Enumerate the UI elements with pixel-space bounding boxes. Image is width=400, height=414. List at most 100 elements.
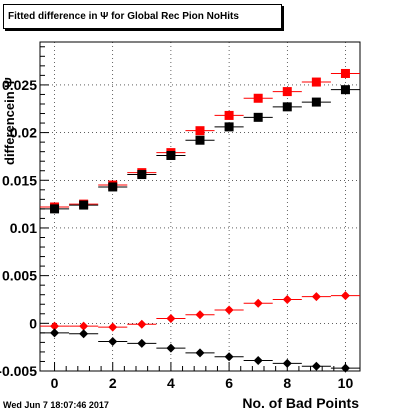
diamond-marker xyxy=(79,321,89,331)
x-tick-label: 4 xyxy=(167,375,175,391)
data-points xyxy=(40,68,360,373)
square-marker xyxy=(282,102,292,112)
data-point xyxy=(127,170,157,180)
data-point xyxy=(214,122,244,132)
square-marker xyxy=(253,93,263,103)
square-marker xyxy=(79,200,89,210)
diamond-marker xyxy=(195,348,205,358)
diamond-marker xyxy=(166,314,176,324)
diamond-marker xyxy=(137,338,147,348)
data-point xyxy=(40,321,70,331)
data-point xyxy=(243,356,273,366)
diamond-marker xyxy=(253,356,263,366)
data-point xyxy=(156,343,186,353)
diamond-marker xyxy=(108,336,118,346)
square-marker xyxy=(137,170,147,180)
data-point xyxy=(330,291,360,301)
data-point xyxy=(98,336,128,346)
square-marker xyxy=(224,122,234,132)
data-point xyxy=(243,298,273,308)
x-tick-label: 6 xyxy=(225,375,233,391)
diamond-marker xyxy=(137,319,147,329)
data-point xyxy=(243,112,273,122)
timestamp: Wed Jun 7 18:07:46 2017 xyxy=(3,400,109,410)
data-point xyxy=(98,182,128,192)
data-point xyxy=(272,102,302,112)
x-axis-title: No. of Bad Points xyxy=(242,395,359,411)
data-point xyxy=(301,361,331,371)
diamond-marker xyxy=(166,343,176,353)
y-tick-label: 0.025 xyxy=(2,77,37,93)
square-marker xyxy=(311,77,321,87)
y-tick-label: -0.005 xyxy=(0,363,37,379)
title-box: Fitted difference in Ψ for Global Rec Pi… xyxy=(3,4,282,29)
y-tick-label: 0.02 xyxy=(10,125,37,141)
diamond-marker xyxy=(79,329,89,339)
data-point xyxy=(272,358,302,368)
data-point xyxy=(69,200,99,210)
square-marker xyxy=(195,135,205,145)
data-point xyxy=(185,135,215,145)
diamond-marker xyxy=(224,352,234,362)
data-point xyxy=(127,338,157,348)
data-point xyxy=(156,314,186,324)
diamond-marker xyxy=(253,298,263,308)
diamond-marker xyxy=(224,305,234,315)
diamond-marker xyxy=(50,321,60,331)
diamond-marker xyxy=(195,310,205,320)
data-point xyxy=(40,328,70,338)
data-point xyxy=(301,77,331,87)
data-point xyxy=(185,348,215,358)
data-point xyxy=(156,150,186,160)
x-tick-label: 2 xyxy=(109,375,117,391)
diamond-marker xyxy=(311,292,321,302)
data-point xyxy=(185,310,215,320)
data-point xyxy=(301,97,331,107)
diamond-marker xyxy=(50,328,60,338)
data-point xyxy=(98,322,128,332)
square-marker xyxy=(282,87,292,97)
data-point xyxy=(214,305,244,315)
data-point xyxy=(330,85,360,95)
data-point xyxy=(301,292,331,302)
y-axis-title: differencein Ψ xyxy=(2,77,17,165)
diamond-marker xyxy=(108,322,118,332)
chart-title: Fitted difference in Ψ for Global Rec Pi… xyxy=(8,11,239,22)
axis-ticks xyxy=(40,46,346,372)
y-tick-label: 0.01 xyxy=(10,220,37,236)
data-point xyxy=(272,87,302,97)
x-tick-labels: 0 2 4 6 8 10 xyxy=(51,375,354,391)
square-marker xyxy=(195,126,205,136)
square-marker xyxy=(340,68,350,78)
diamond-marker xyxy=(340,291,350,301)
square-marker xyxy=(166,150,176,160)
data-point xyxy=(69,329,99,339)
data-point xyxy=(40,204,70,214)
y-tick-label: 0.015 xyxy=(2,172,37,188)
data-point xyxy=(330,68,360,78)
data-point xyxy=(214,352,244,362)
diamond-marker xyxy=(340,363,350,373)
data-point xyxy=(127,319,157,329)
data-point xyxy=(243,93,273,103)
y-tick-label: 0 xyxy=(29,315,37,331)
square-marker xyxy=(311,97,321,107)
x-tick-label: 0 xyxy=(51,375,59,391)
data-point xyxy=(330,363,360,373)
y-tick-labels: -0.005 0 0.005 0.01 0.015 0.02 0.025 xyxy=(0,77,37,379)
diamond-marker xyxy=(282,294,292,304)
diamond-marker xyxy=(311,361,321,371)
square-marker xyxy=(50,204,60,214)
square-marker xyxy=(108,182,118,192)
y-tick-label: 0.005 xyxy=(2,268,37,284)
x-tick-label: 10 xyxy=(338,375,354,391)
diamond-marker xyxy=(282,358,292,368)
data-point xyxy=(69,321,99,331)
square-marker xyxy=(253,112,263,122)
square-marker xyxy=(340,85,350,95)
data-point xyxy=(272,294,302,304)
data-point xyxy=(185,126,215,136)
data-point xyxy=(214,110,244,120)
square-marker xyxy=(224,110,234,120)
